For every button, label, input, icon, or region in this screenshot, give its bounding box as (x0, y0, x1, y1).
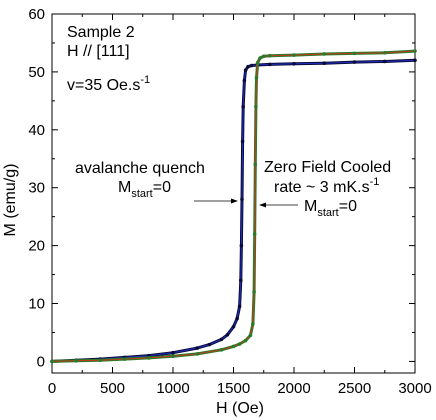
x-tick-label: 2000 (277, 380, 310, 397)
x-tick-label: 1500 (217, 380, 250, 397)
y-tick-label: 10 (28, 296, 45, 313)
data-point (252, 290, 256, 294)
annotation-zfc-m: M (304, 198, 317, 215)
arrow-zfc (259, 202, 298, 208)
x-tick-label: 3000 (398, 380, 431, 397)
data-point (122, 357, 127, 361)
data-point (235, 316, 239, 321)
data-point (237, 304, 242, 309)
data-point (292, 61, 296, 66)
annotation-field-direction: H // [111] (67, 43, 130, 60)
data-point (98, 358, 103, 363)
annotation-sweep-rate-sup: -1 (140, 74, 150, 86)
data-point (382, 59, 387, 64)
y-tick-label: 20 (28, 238, 45, 255)
y-tick-label: 50 (28, 64, 45, 81)
annotation-zfc-tail: =0 (339, 198, 357, 215)
data-point (261, 54, 266, 59)
annotation-zfc-rate-main: rate ~ 3 mK.s (274, 179, 370, 196)
data-point (249, 63, 254, 68)
x-tick-label: 2500 (338, 380, 371, 397)
annotation-sweep-rate-main: v=35 Oe.s (67, 77, 140, 94)
series-0-marker-band (51, 58, 416, 363)
annotation-avalanche-mstart: Mstart=0 (118, 179, 171, 200)
data-point (252, 232, 257, 236)
data-point (238, 278, 243, 283)
data-point (74, 359, 78, 363)
annotation-zfc-mstart: Mstart=0 (304, 198, 357, 219)
data-point (322, 52, 327, 56)
series-1-line (51, 50, 416, 362)
data-point (171, 350, 175, 355)
annotation-sample: Sample 2 (67, 24, 135, 41)
data-point (255, 60, 260, 65)
data-point (237, 342, 242, 346)
data-point (413, 49, 417, 53)
data-point (50, 359, 54, 364)
data-point (292, 53, 296, 57)
data-point (413, 58, 417, 63)
data-point (268, 62, 272, 67)
series-layer (50, 49, 417, 364)
data-point (248, 333, 253, 338)
annotation-avalanche-m: M (118, 179, 131, 196)
annotation-zfc: Zero Field Cooled (264, 159, 391, 176)
data-point (207, 342, 212, 347)
data-point (195, 352, 199, 356)
y-axis-label: M (emu/g) (2, 164, 19, 237)
data-point (246, 64, 250, 69)
series-0 (50, 58, 417, 364)
annotation-zfc-rate: rate ~ 3 mK.s-1 (274, 176, 379, 196)
data-point (268, 53, 272, 58)
data-point (171, 354, 175, 359)
data-point (258, 56, 262, 60)
data-point (243, 68, 248, 72)
data-point (240, 197, 244, 202)
data-point (322, 61, 327, 66)
arrow-avalanche (194, 198, 238, 204)
data-point (243, 338, 248, 343)
x-tick-label: 0 (48, 380, 56, 397)
data-point (241, 104, 245, 109)
data-point (352, 51, 357, 56)
data-point (251, 321, 255, 326)
x-axis-label: H (Oe) (216, 400, 264, 417)
data-point (219, 348, 224, 352)
axis-ticks: 0 500 1000 1500 2000 2500 3000 0 10 20 30 40 50 60 (28, 6, 431, 397)
data-point (240, 139, 245, 144)
data-point (225, 332, 230, 337)
data-point (253, 162, 258, 167)
data-point (382, 50, 387, 55)
data-point (219, 337, 224, 342)
data-point (147, 356, 151, 360)
x-tick-label: 500 (100, 380, 125, 397)
data-point (195, 346, 199, 350)
data-point (254, 104, 258, 109)
data-point (254, 75, 259, 80)
data-point (231, 324, 236, 329)
annotation-avalanche-sub: start (131, 188, 152, 200)
data-point (231, 344, 236, 349)
y-tick-label: 60 (28, 6, 45, 23)
data-point (352, 60, 357, 64)
y-tick-label: 30 (28, 180, 45, 197)
annotation-zfc-rate-sup: -1 (370, 176, 380, 188)
x-tick-label: 1000 (156, 380, 189, 397)
series-0-line (51, 59, 416, 362)
data-point (242, 78, 247, 83)
y-tick-label: 0 (37, 353, 45, 370)
y-tick-label: 40 (28, 122, 45, 139)
annotation-avalanche-tail: =0 (153, 179, 171, 196)
annotation-zfc-sub: start (317, 207, 338, 219)
data-point (239, 243, 244, 248)
series-1-marker-band (51, 49, 416, 363)
series-1 (50, 49, 417, 364)
annotation-sweep-rate: v=35 Oe.s-1 (67, 74, 150, 94)
annotation-avalanche-quench: avalanche quench (75, 160, 205, 177)
